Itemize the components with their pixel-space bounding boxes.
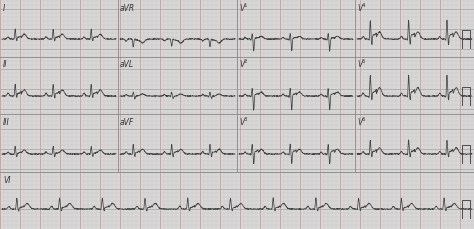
Text: VI: VI [3,175,10,184]
Text: II: II [3,60,8,69]
Text: V: V [357,60,362,69]
Text: aVR: aVR [120,4,135,13]
Text: V: V [357,4,362,13]
Text: I: I [3,4,5,13]
Text: V: V [239,60,244,69]
Text: V: V [239,4,244,13]
Text: aVF: aVF [120,117,134,126]
Text: V: V [239,117,244,126]
Text: 2: 2 [244,59,247,64]
Text: 4: 4 [362,3,365,8]
Text: V: V [357,117,362,126]
Text: III: III [3,117,10,126]
Text: 6: 6 [362,117,365,121]
Text: 1: 1 [244,3,247,8]
Text: aVL: aVL [120,60,134,69]
Text: 5: 5 [362,59,365,64]
Text: 3: 3 [244,117,247,121]
